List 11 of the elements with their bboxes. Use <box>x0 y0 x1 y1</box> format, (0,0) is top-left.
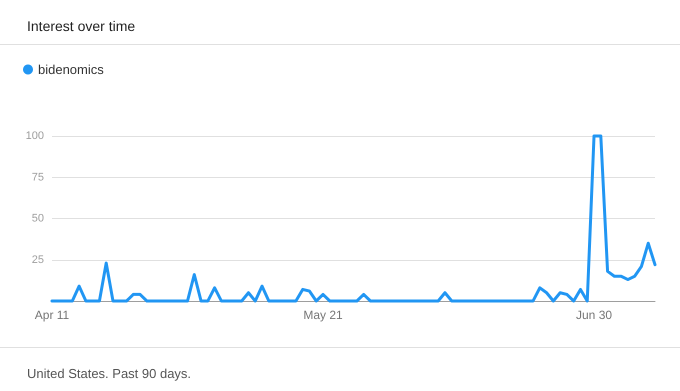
y-tick-label: 100 <box>26 130 44 142</box>
y-tick-label: 25 <box>32 254 44 266</box>
y-tick-label: 50 <box>32 212 44 224</box>
legend-label: bidenomics <box>38 62 104 77</box>
x-tick-label: Jun 30 <box>576 308 612 322</box>
chart-title: Interest over time <box>27 18 136 34</box>
y-tick-label: 75 <box>32 171 44 184</box>
text: United States. Past 90 days. <box>27 366 192 381</box>
x-tick-label: Apr 11 <box>34 308 70 322</box>
line-series <box>50 134 656 302</box>
x-tick-label: May 21 <box>303 308 344 322</box>
